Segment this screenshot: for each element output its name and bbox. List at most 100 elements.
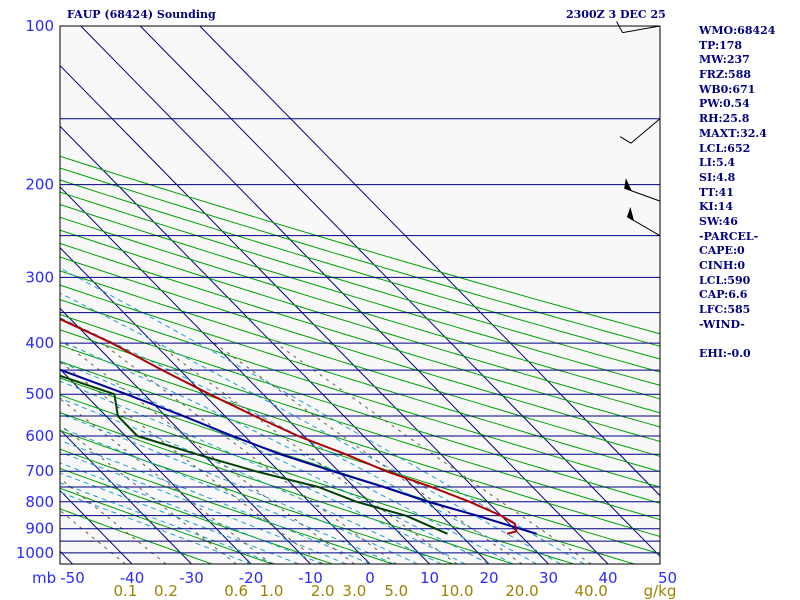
mixing-ratio-line (156, 342, 458, 564)
stat-lfc: LFC:585 (699, 303, 751, 317)
dry-adiabat-line (60, 216, 660, 400)
temperature-tick-label: -20 (239, 569, 264, 587)
sounding-profiles (60, 317, 537, 535)
stat-pw: PW:0.54 (699, 97, 750, 111)
wind-barb-pennant (627, 206, 635, 221)
wind-barb-flag (619, 136, 632, 144)
temperature-tick-label: -50 (60, 569, 85, 587)
mixing-ratio-label: 0.2 (154, 582, 178, 600)
plot-area (60, 26, 660, 564)
mixing-ratio-line (60, 361, 324, 564)
moist-adiabat-line (60, 380, 466, 564)
dry-adiabat-line (60, 179, 660, 360)
isotherm-line (80, 26, 609, 564)
isotherm-line (60, 64, 549, 564)
mixing-ratio-label: 2.0 (311, 582, 335, 600)
temperature-tick-label: -30 (179, 569, 204, 587)
sounding-timestamp: 2300Z 3 DEC 25 (566, 8, 666, 21)
moist-adiabat-line (60, 482, 275, 564)
dry-adiabat-line (60, 448, 393, 564)
isotherm-line (139, 26, 660, 558)
isotherm-line (60, 368, 252, 564)
dry-adiabat-line (60, 430, 454, 564)
stat-maxt: MAXT:32.4 (699, 126, 767, 140)
dry-adiabat-line (60, 329, 660, 521)
wind-barb-staff (630, 118, 661, 144)
stats-panel: WMO:68424 TP:178 MW:237 FRZ:588 WB0:671 … (699, 24, 775, 362)
moist-adiabat-line (60, 397, 442, 564)
wind-barb-staff (624, 187, 661, 202)
dry-adiabat-line (60, 270, 660, 457)
moist-adiabat-line (60, 361, 490, 564)
stat-mw: MW:237 (699, 53, 750, 67)
pressure-tick-label: 1000 (16, 544, 54, 562)
mixing-ratio-line (275, 342, 592, 564)
dry-adiabat-line (60, 344, 660, 537)
mixing-ratio-label: 5.0 (384, 582, 408, 600)
dry-adiabat-line (60, 313, 660, 504)
temperature-tick-label: -40 (120, 569, 145, 587)
stat-wmo: WMO:68424 (699, 24, 776, 37)
pressure-tick-label: 600 (25, 427, 54, 445)
isotherm-line (0, 26, 13, 564)
mixing-ratio-label: 1.0 (260, 582, 284, 600)
pressure-tick-label: 700 (25, 462, 54, 480)
temperature-tick-label: 50 (658, 569, 677, 587)
temperature-tick-label: 20 (479, 569, 498, 587)
mixing-ratio-label: 20.0 (505, 582, 538, 600)
mixing-ratio-line (214, 342, 523, 564)
pressure-tick-label: 400 (25, 334, 54, 352)
wind-barb-staff (626, 216, 661, 237)
pressure-tick-label: 800 (25, 493, 54, 511)
mixing-ratio-label: 10.0 (440, 582, 473, 600)
dewpoint-trace (60, 374, 448, 535)
stat-wind-header: -WIND- (699, 317, 745, 331)
pressure-tick-label: 200 (25, 176, 54, 194)
wind-barb (619, 118, 661, 144)
moist-adiabat-line (60, 292, 561, 564)
stat-parcel-lcl: LCL:590 (699, 273, 751, 287)
dry-adiabat-line (60, 229, 660, 414)
mixing-ratio-label: 0.6 (224, 582, 248, 600)
stat-sw: SW:46 (699, 214, 738, 228)
dry-adiabat-line (60, 394, 574, 564)
stat-rh: RH:25.8 (699, 112, 750, 126)
stat-parcel-header: -PARCEL- (699, 229, 759, 243)
wind-barb (624, 178, 661, 202)
dry-adiabat-line (60, 467, 333, 564)
stat-spacer (699, 332, 775, 347)
temperature-tick-label: 0 (365, 569, 375, 587)
dry-adiabat-line (60, 256, 660, 443)
dry-adiabat-line (60, 299, 660, 488)
mixing-ratio-line (101, 342, 397, 564)
isotherm-line (60, 307, 311, 564)
dry-adiabat-line (60, 204, 660, 386)
stat-li: LI:5.4 (699, 156, 736, 170)
mixing-ratio-label: 3.0 (342, 582, 366, 600)
wind-barb-staff (622, 25, 661, 34)
pressure-tick-label: 500 (25, 385, 54, 403)
parcel-trace (60, 368, 537, 535)
stat-cap: CAP:6.6 (699, 288, 748, 302)
dry-adiabat-line (60, 167, 660, 347)
stat-tp: TP:178 (699, 38, 743, 52)
dry-adiabat-line (60, 242, 660, 428)
temperature-tick-label: 30 (539, 569, 558, 587)
moist-adiabat-line (60, 427, 395, 564)
temperature-trace (60, 317, 518, 535)
plot-border (59, 25, 661, 565)
pressure-tick-label: 300 (25, 268, 54, 286)
wind-barb-flag (616, 21, 624, 33)
moist-adiabat-line (60, 491, 252, 564)
dry-adiabat-line (60, 191, 660, 373)
mixing-ratio-line (60, 398, 272, 564)
moist-adiabat-line (60, 439, 371, 564)
pressure-unit-label: mb (32, 569, 56, 587)
temperature-tick-label: -10 (298, 569, 323, 587)
dry-adiabat-line (60, 508, 212, 564)
chart-title: FAUP (68424) Sounding (67, 8, 216, 21)
stat-ehi: EHI:-0.0 (699, 347, 751, 361)
moist-adiabat-line (60, 413, 418, 564)
